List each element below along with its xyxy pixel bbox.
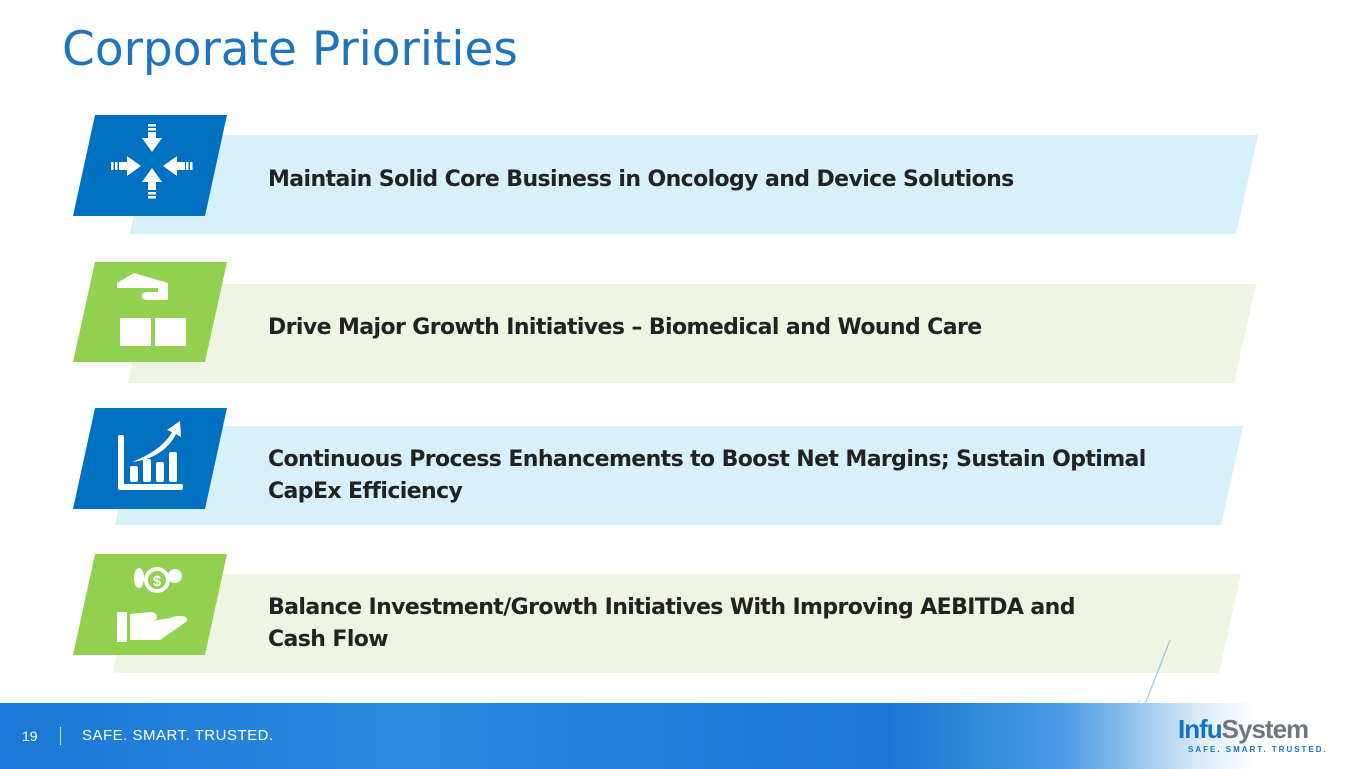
band-3 — [115, 426, 1243, 525]
growth-chart-icon — [73, 408, 227, 509]
priority-4-text: Balance Investment/Growth Initiatives Wi… — [268, 592, 1075, 656]
band-2 — [128, 284, 1256, 383]
hand-money-icon: $ — [73, 554, 227, 655]
logo-slogan: SAFE. SMART. TRUSTED. — [1188, 745, 1328, 754]
band-4 — [113, 574, 1241, 673]
page-number: 19 — [22, 728, 38, 744]
priority-2-text: Drive Major Growth Initiatives – Biomedi… — [268, 315, 982, 340]
priority-4-line2: Cash Flow — [268, 627, 389, 652]
logo-name-part1: Infu — [1178, 714, 1223, 744]
footer-divider — [60, 727, 61, 745]
priority-3-line2: CapEx Efficiency — [268, 479, 463, 504]
page-title: Corporate Priorities — [62, 22, 518, 77]
priority-1-text: Maintain Solid Core Business in Oncology… — [268, 167, 1014, 192]
arrows-converge-icon — [73, 115, 227, 216]
svg-text:$: $ — [153, 573, 162, 590]
logo-name-part2: System — [1221, 714, 1309, 744]
priority-4-line1: Balance Investment/Growth Initiatives Wi… — [268, 595, 1075, 620]
priority-3-line1: Continuous Process Enhancements to Boost… — [268, 447, 1146, 472]
priority-3-text: Continuous Process Enhancements to Boost… — [268, 444, 1146, 508]
band-1 — [130, 135, 1258, 234]
company-logo: InfuSystem SAFE. SMART. TRUSTED. — [1178, 714, 1338, 762]
hand-boxes-icon — [73, 262, 227, 362]
footer: 19 SAFE. SMART. TRUSTED. — [0, 703, 1365, 769]
footer-tagline: SAFE. SMART. TRUSTED. — [82, 727, 274, 744]
